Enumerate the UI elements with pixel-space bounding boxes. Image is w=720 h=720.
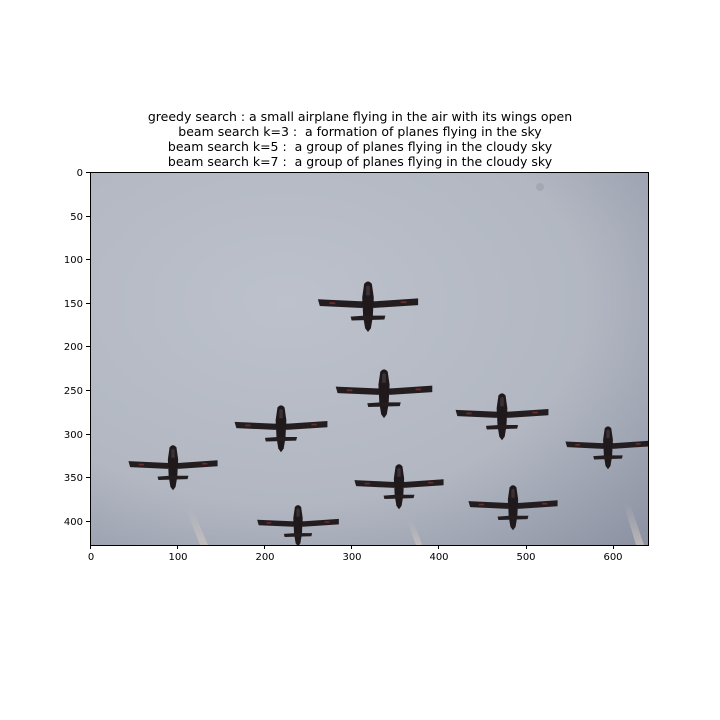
y-tick-label: 100 — [64, 255, 83, 266]
caption-beam-k7: beam search k=7 : a group of planes flyi… — [167, 154, 553, 169]
y-tick-label: 150 — [64, 299, 83, 310]
y-tick-label: 50 — [70, 212, 83, 223]
caption-block: greedy search : a small airplane flying … — [0, 109, 720, 169]
y-tick-label: 200 — [64, 342, 83, 353]
y-tick-label: 350 — [64, 473, 83, 484]
x-tick-label: 300 — [342, 552, 361, 563]
y-tick-label: 300 — [64, 430, 83, 441]
smoke-trail — [186, 506, 208, 545]
y-axis — [86, 172, 90, 522]
x-axis — [90, 545, 614, 549]
x-tick-label: 100 — [168, 552, 187, 563]
sky-speck — [536, 183, 544, 191]
x-tick-label: 400 — [429, 552, 448, 563]
x-tick-label: 500 — [516, 552, 535, 563]
caption-beam-k5: beam search k=5 : a group of planes flyi… — [167, 139, 553, 154]
axes-frame — [90, 172, 649, 546]
x-tick-label: 200 — [255, 552, 274, 563]
x-tick-label: 600 — [603, 552, 622, 563]
y-tick-label: 400 — [64, 517, 83, 528]
caption-beam-k3: beam search k=3 : a formation of planes … — [178, 124, 542, 139]
smoke-trail — [408, 520, 422, 545]
x-tick-label: 0 — [88, 552, 94, 563]
y-tick-label: 250 — [64, 386, 83, 397]
caption-greedy: greedy search : a small airplane flying … — [147, 109, 573, 124]
y-tick-label: 0 — [77, 168, 83, 179]
smoke-trail — [624, 503, 644, 545]
